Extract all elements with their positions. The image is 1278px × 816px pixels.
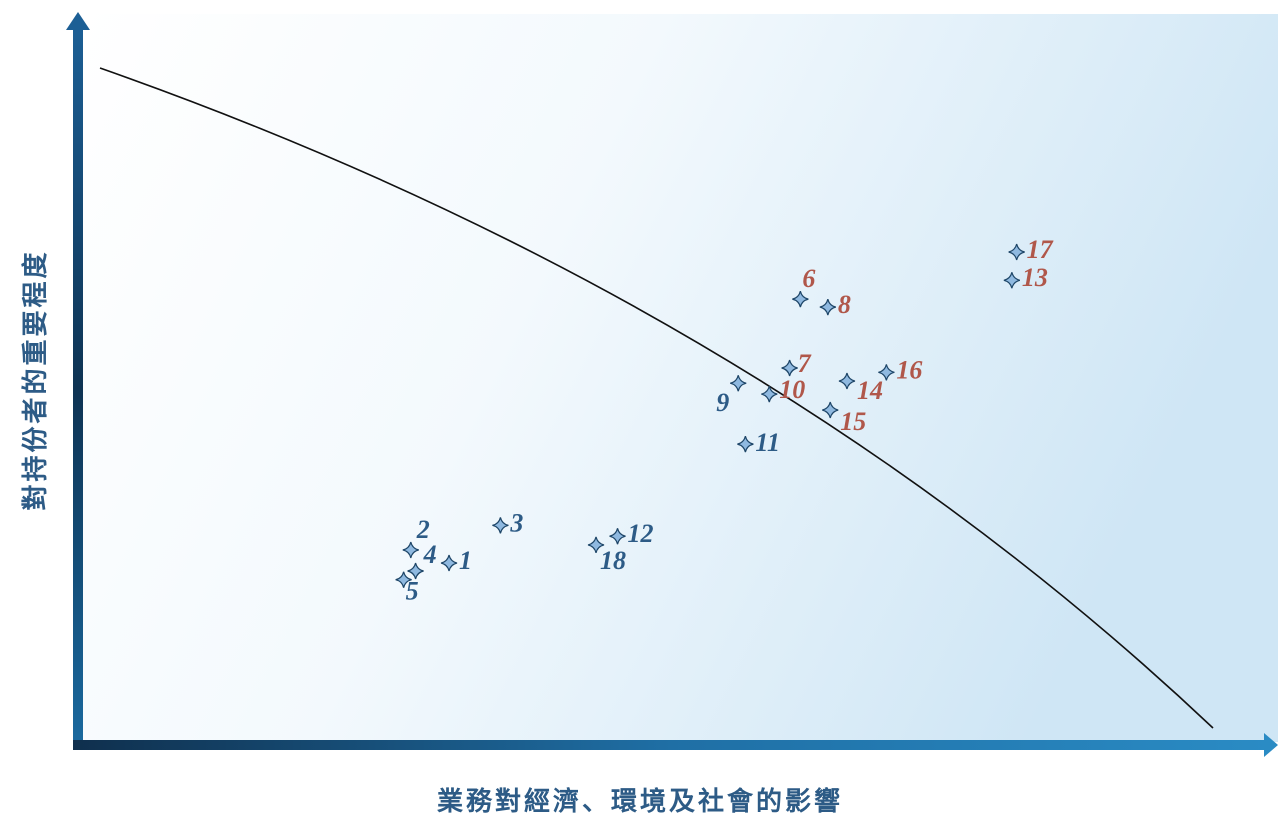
scatter-point — [402, 541, 419, 559]
point-label: 11 — [755, 428, 780, 457]
point-label: 12 — [628, 519, 654, 548]
scatter-point — [730, 375, 747, 392]
point-label: 6 — [802, 264, 815, 293]
scatter-point — [1003, 272, 1021, 289]
point-label: 9 — [716, 388, 729, 417]
plot-background — [82, 14, 1278, 742]
y-axis — [73, 26, 83, 750]
x-axis-arrow — [1264, 733, 1278, 757]
scatter-point — [819, 298, 837, 316]
scatter-point — [781, 359, 798, 377]
scatter-point — [838, 372, 856, 390]
scatter-point — [587, 536, 605, 554]
x-axis-label: 業務對經濟、環境及社會的影響 — [437, 786, 843, 816]
point-label: 5 — [406, 577, 419, 606]
point-label: 1 — [459, 546, 472, 575]
scatter-point — [492, 517, 509, 534]
point-label: 10 — [779, 375, 805, 404]
threshold-curve — [99, 67, 1214, 729]
point-label: 15 — [840, 407, 866, 436]
point-label: 3 — [509, 508, 523, 537]
point-label: 8 — [838, 290, 851, 319]
point-label: 16 — [896, 355, 922, 384]
scatter-point — [822, 401, 839, 419]
scatter-point — [792, 290, 809, 308]
point-label: 2 — [416, 515, 430, 544]
scatter-point — [761, 385, 778, 403]
scatter-point — [609, 528, 626, 545]
point-label: 4 — [423, 540, 437, 569]
point-label: 17 — [1027, 235, 1054, 264]
scatter-point — [395, 571, 412, 588]
scatter-point — [878, 364, 895, 381]
point-label: 18 — [600, 546, 626, 575]
x-axis — [73, 740, 1268, 750]
scatter-point — [407, 562, 424, 580]
point-label: 7 — [798, 349, 812, 378]
scatter-point — [1008, 243, 1025, 261]
y-axis-label: 對持份者的重要程度 — [20, 249, 50, 510]
point-label: 13 — [1022, 263, 1048, 292]
scatter-point — [737, 435, 754, 453]
point-label: 14 — [857, 376, 883, 405]
scatter-point — [440, 554, 458, 572]
y-axis-arrow — [66, 12, 90, 30]
